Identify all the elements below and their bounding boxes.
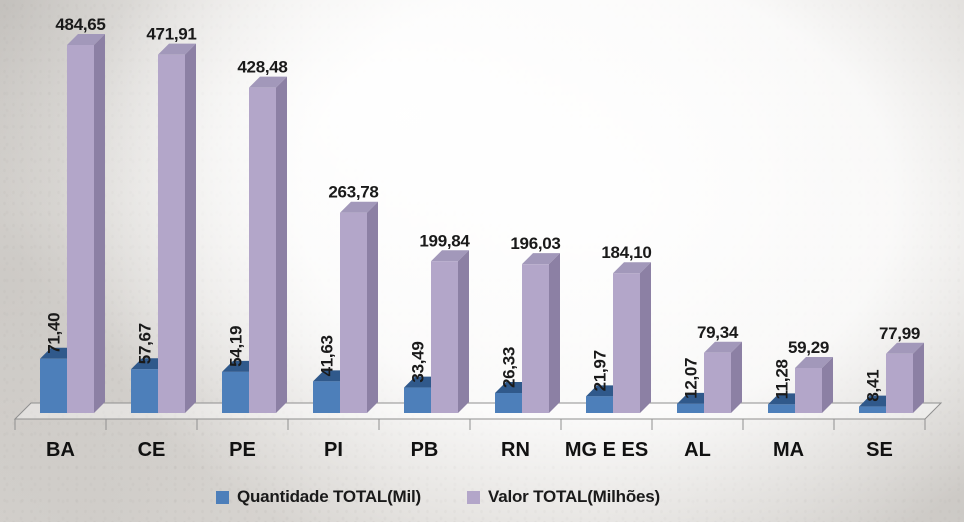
bar-valor-MA-front xyxy=(795,367,822,413)
legend-item-quantidade: Quantidade TOTAL(Mil) xyxy=(215,487,422,507)
value-label-valor-SE: 77,99 xyxy=(879,324,920,343)
category-label-CE: CE xyxy=(138,439,166,461)
value-label-valor-RN: 196,03 xyxy=(510,234,560,253)
value-label-quantidade-BA: 71,40 xyxy=(45,313,64,354)
bar-valor-AL-top xyxy=(704,341,742,353)
bar-valor-RN-side xyxy=(549,253,560,413)
value-label-valor-BA: 484,65 xyxy=(55,15,105,34)
bar-quantidade-PI-front xyxy=(313,381,340,413)
bar-quantidade-CE-front xyxy=(131,369,158,413)
category-label-RN: RN xyxy=(501,439,530,461)
category-label-BA: BA xyxy=(46,439,75,461)
bar-valor-SE-side xyxy=(913,342,924,413)
legend-swatch-valor xyxy=(467,490,481,504)
bar-valor-SE-top xyxy=(886,342,924,354)
bar-valor-PB-front xyxy=(431,261,458,413)
category-label-PB: PB xyxy=(411,439,439,461)
bar-valor-BA-front xyxy=(67,45,94,413)
bar-quantidade-MA-front xyxy=(768,404,795,413)
bar-valor-PE-front xyxy=(249,87,276,414)
legend-item-valor: Valor TOTAL(Milhões) xyxy=(467,487,660,507)
value-label-quantidade-PB: 33,49 xyxy=(409,342,428,383)
bar-valor-AL-front xyxy=(704,352,731,413)
category-label-SE: SE xyxy=(866,439,893,461)
value-label-quantidade-CE: 57,67 xyxy=(136,323,155,364)
bar-valor-PE-side xyxy=(276,76,287,414)
bar-quantidade-AL-front xyxy=(677,403,704,413)
bar-quantidade-RN-front xyxy=(495,393,522,413)
bar-valor-PI-front xyxy=(340,212,367,413)
bar-valor-BA-top xyxy=(67,34,105,45)
legend-swatch-quantidade xyxy=(215,490,229,504)
value-label-valor-AL: 79,34 xyxy=(697,323,739,342)
value-label-quantidade-MA: 11,28 xyxy=(773,359,792,399)
bar-valor-SE-front xyxy=(886,353,913,413)
value-label-quantidade-PI: 41,63 xyxy=(318,335,337,376)
bar-valor-PE-top xyxy=(249,76,287,88)
bar-valor-CE-front xyxy=(158,54,185,414)
bar-valor-MG E ES-top xyxy=(613,262,651,274)
bar-valor-PB-top xyxy=(431,250,469,262)
bar-valor-AL-side xyxy=(731,341,742,413)
bar-quantidade-PE-front xyxy=(222,371,249,413)
value-label-valor-PE: 428,48 xyxy=(237,58,287,77)
bar-valor-MA-top xyxy=(795,356,833,368)
legend: Quantidade TOTAL(Mil) Valor TOTAL(Milhõe… xyxy=(0,487,876,507)
value-label-valor-PB: 199,84 xyxy=(419,231,470,250)
legend-label-quantidade: Quantidade TOTAL(Mil) xyxy=(236,487,422,506)
value-label-valor-MA: 59,29 xyxy=(788,338,829,357)
value-label-quantidade-PE: 54,19 xyxy=(227,326,246,367)
legend-label-valor: Valor TOTAL(Milhões) xyxy=(488,487,661,506)
value-label-valor-MG E ES: 184,10 xyxy=(601,243,651,262)
bar-valor-CE-top xyxy=(158,43,196,55)
category-label-MG E ES: MG E ES xyxy=(565,439,648,461)
bar-quantidade-BA-front xyxy=(40,358,67,413)
bar-valor-BA-side xyxy=(94,34,105,413)
value-label-quantidade-AL: 12,07 xyxy=(682,358,701,399)
bar-valor-MG E ES-side xyxy=(640,262,651,413)
category-label-MA: MA xyxy=(773,439,804,461)
bar-valor-MA-side xyxy=(822,356,833,413)
category-label-AL: AL xyxy=(684,439,711,461)
category-label-PE: PE xyxy=(229,439,256,461)
category-label-PI: PI xyxy=(324,439,343,461)
value-label-valor-PI: 263,78 xyxy=(328,183,378,202)
value-label-quantidade-RN: 26,33 xyxy=(500,347,519,388)
value-label-quantidade-SE: 8,41 xyxy=(864,370,883,402)
bar-quantidade-PB-front xyxy=(404,387,431,413)
bar-valor-MG E ES-front xyxy=(613,273,640,413)
value-label-valor-CE: 471,91 xyxy=(146,25,196,44)
bar-valor-RN-front xyxy=(522,264,549,413)
bar-valor-PI-side xyxy=(367,201,378,413)
bar-valor-PB-side xyxy=(458,250,469,413)
bar-quantidade-SE-front xyxy=(859,406,886,413)
bar-valor-RN-top xyxy=(522,253,560,265)
bar-quantidade-MG E ES-front xyxy=(586,396,613,413)
bar-valor-CE-side xyxy=(185,43,196,414)
bar-valor-PI-top xyxy=(340,201,378,213)
value-label-quantidade-MG E ES: 21,97 xyxy=(591,350,610,391)
